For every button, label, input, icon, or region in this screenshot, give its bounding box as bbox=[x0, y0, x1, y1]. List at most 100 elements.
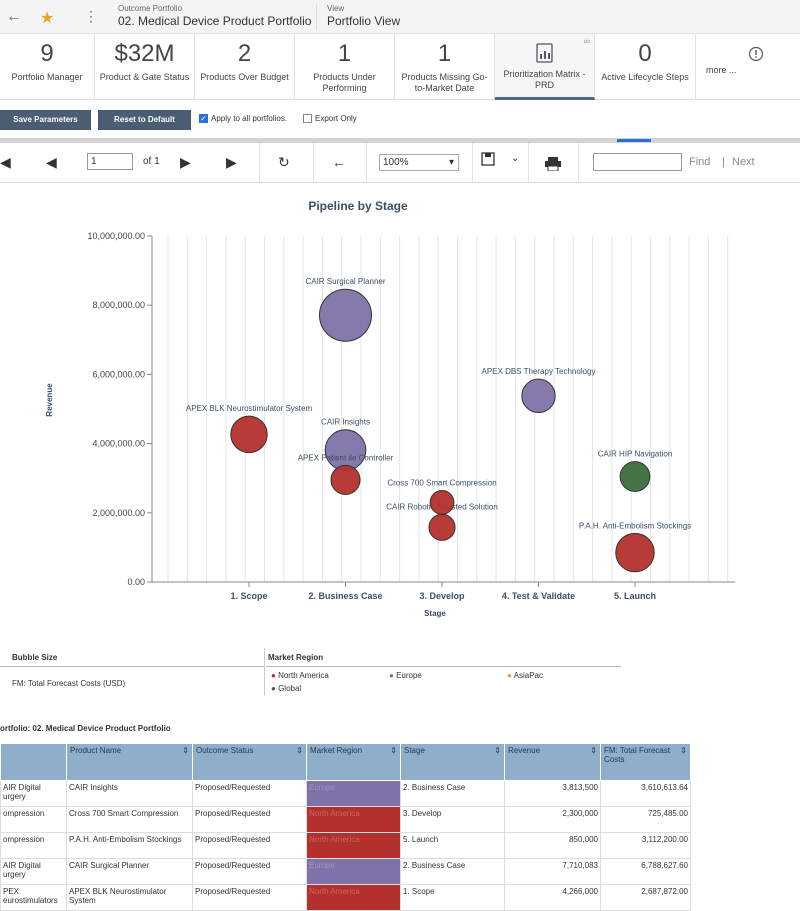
table-cell: Proposed/Requested bbox=[192, 832, 307, 859]
legend-item-global: ● Global bbox=[271, 684, 301, 693]
bubble-point bbox=[324, 429, 367, 471]
previous-page-icon[interactable]: ◀ bbox=[46, 154, 57, 170]
summary-tiles: 9 Portfolio Manager $32M Product & Gate … bbox=[0, 34, 800, 100]
back-arrow-icon[interactable]: ← bbox=[6, 8, 22, 25]
column-header[interactable]: Product Name ⇕ bbox=[66, 743, 193, 781]
column-header[interactable]: FM: Total Forecast Costs ⇕ bbox=[600, 743, 691, 781]
table-cell: 2. Business Case bbox=[400, 780, 505, 807]
table-cell: 2,687,872.00 bbox=[600, 884, 691, 911]
table-cell: ompression bbox=[0, 832, 67, 859]
export-only-checkbox[interactable]: Export Only bbox=[303, 114, 357, 123]
divider bbox=[528, 143, 529, 183]
table-row[interactable]: ompression Cross 700 Smart Compression Pro… bbox=[0, 806, 691, 833]
x-tick-label: 2. Business Case bbox=[308, 591, 382, 601]
sort-icon[interactable]: ⇕ bbox=[680, 746, 687, 755]
table-row[interactable]: PEX eurostimulators APEX BLK Neurostimula… bbox=[0, 884, 691, 911]
tile-value: 1 bbox=[437, 40, 452, 67]
next-page-icon[interactable]: ▶ bbox=[180, 154, 191, 170]
view-name: Portfolio View bbox=[327, 14, 401, 28]
asiapac-dot-icon: ● bbox=[507, 671, 512, 680]
last-page-icon[interactable]: ▶​ bbox=[226, 154, 237, 170]
apply-all-checkbox[interactable]: ✓ Apply to all portfolios. bbox=[199, 114, 287, 123]
splitter-handle[interactable] bbox=[617, 139, 651, 142]
table-caption: ortfolio: 02. Medical Device Product Por… bbox=[0, 724, 171, 733]
save-icon[interactable] bbox=[481, 152, 495, 166]
column-header[interactable] bbox=[0, 743, 67, 781]
table-cell: PEX eurostimulators bbox=[0, 884, 67, 911]
table-body: AIR Digital urgery CAIR Insights Proposed/… bbox=[0, 780, 691, 911]
top-bar: ← ★ ⋮ Outcome Portfolio 02. Medical Devi… bbox=[0, 0, 800, 34]
tile-prioritization-matrix[interactable]: ∞ Prioritization Matrix - PRD bbox=[495, 34, 595, 100]
reset-to-default-button[interactable]: Reset to Default bbox=[98, 110, 191, 130]
page-number-input[interactable]: 1 bbox=[87, 153, 133, 170]
portfolio-selector[interactable]: Outcome Portfolio 02. Medical Device Pro… bbox=[118, 4, 311, 29]
divider bbox=[578, 143, 579, 183]
find-link[interactable]: Find bbox=[689, 156, 711, 168]
table-cell: CAIR Insights bbox=[66, 780, 193, 807]
column-header[interactable]: Outcome Status ⇕ bbox=[192, 743, 307, 781]
y-tick-label: 0.00 bbox=[127, 577, 145, 587]
info-icon bbox=[748, 46, 764, 62]
apply-all-label: Apply to all portfolios. bbox=[211, 114, 288, 123]
legend-label: AsiaPac bbox=[513, 671, 543, 680]
column-header-label: Stage bbox=[404, 746, 425, 755]
splitter-bar[interactable] bbox=[0, 138, 800, 143]
checkbox-unchecked-icon bbox=[303, 114, 312, 123]
table-row[interactable]: AIR Digital urgery CAIR Surgical Planner P… bbox=[0, 858, 691, 885]
tile-product-gate-status[interactable]: $32M Product & Gate Status bbox=[95, 34, 195, 100]
separator-bar: | bbox=[722, 156, 725, 168]
x-tick-label: 5. Launch bbox=[614, 591, 656, 601]
bubble-point bbox=[521, 378, 556, 414]
bubble-point bbox=[615, 532, 655, 573]
sort-icon[interactable]: ⇕ bbox=[390, 746, 397, 755]
tile-label: Products Under Performing bbox=[313, 72, 376, 93]
sort-icon[interactable]: ⇕ bbox=[494, 746, 501, 755]
table-cell: 725,485.00 bbox=[600, 806, 691, 833]
column-header[interactable]: Revenue ⇕ bbox=[504, 743, 601, 781]
column-header-label: Revenue bbox=[508, 746, 541, 755]
kebab-menu-icon[interactable]: ⋮ bbox=[84, 8, 98, 24]
tile-products-over-budget[interactable]: 2 Products Over Budget bbox=[195, 34, 295, 100]
table-cell: 3,813,500 bbox=[504, 780, 601, 807]
product-table-section: ortfolio: 02. Medical Device Product Por… bbox=[0, 724, 800, 911]
legend-label: Europe bbox=[396, 671, 422, 680]
table-cell: North America bbox=[306, 806, 401, 833]
column-header[interactable]: Stage ⇕ bbox=[400, 743, 505, 781]
legend-item-europe: ● Europe bbox=[389, 671, 422, 680]
table-cell: Proposed/Requested bbox=[192, 858, 307, 885]
zoom-select[interactable]: 100% ▾ bbox=[379, 154, 459, 171]
favorite-star-icon[interactable]: ★ bbox=[40, 10, 55, 27]
sort-icon[interactable]: ⇕ bbox=[590, 746, 597, 755]
tile-more[interactable]: more ... bbox=[696, 34, 800, 100]
table-cell: 3,610,613.64 bbox=[600, 780, 691, 807]
save-parameters-button[interactable]: Save Parameters bbox=[0, 110, 91, 130]
table-cell: 4,266,000 bbox=[504, 884, 601, 911]
legend-label: Global bbox=[278, 684, 302, 693]
print-icon[interactable] bbox=[545, 157, 561, 171]
bubble-label: CAIR Insights bbox=[321, 418, 370, 427]
table-cell: 2. Business Case bbox=[400, 858, 505, 885]
first-page-icon[interactable]: ◀​ bbox=[0, 154, 11, 170]
tile-products-under-performing[interactable]: 1 Products Under Performing bbox=[295, 34, 395, 100]
refresh-icon[interactable]: ↻ bbox=[278, 154, 290, 170]
tile-label: Portfolio Manager bbox=[11, 72, 83, 82]
y-tick-label: 4,000,000.00 bbox=[92, 439, 145, 449]
view-selector[interactable]: View Portfolio View bbox=[327, 4, 400, 29]
next-link[interactable]: Next bbox=[732, 156, 755, 168]
back-icon[interactable]: ← bbox=[332, 154, 346, 170]
tile-products-missing-gtm[interactable]: 1 Products Missing Go-to-Market Date bbox=[395, 34, 495, 100]
table-cell: CAIR Surgical Planner bbox=[66, 858, 193, 885]
column-header[interactable]: Market Region ⇕ bbox=[306, 743, 401, 781]
sort-icon[interactable]: ⇕ bbox=[296, 746, 303, 755]
table-cell: 3. Develop bbox=[400, 806, 505, 833]
export-dropdown-icon[interactable]: ⌄ bbox=[511, 153, 520, 164]
table-row[interactable]: AIR Digital urgery CAIR Insights Proposed/… bbox=[0, 780, 691, 807]
portfolio-caption: Outcome Portfolio bbox=[118, 4, 183, 13]
divider bbox=[366, 143, 367, 183]
sort-icon[interactable]: ⇕ bbox=[182, 746, 189, 755]
tile-active-lifecycle-steps[interactable]: 0 Active Lifecycle Steps bbox=[595, 34, 696, 100]
table-cell: Proposed/Requested bbox=[192, 884, 307, 911]
find-input[interactable] bbox=[593, 153, 682, 171]
tile-portfolio-manager[interactable]: 9 Portfolio Manager bbox=[0, 34, 95, 100]
table-row[interactable]: ompression P.A.H. Anti-Embolism Stockings… bbox=[0, 832, 691, 859]
